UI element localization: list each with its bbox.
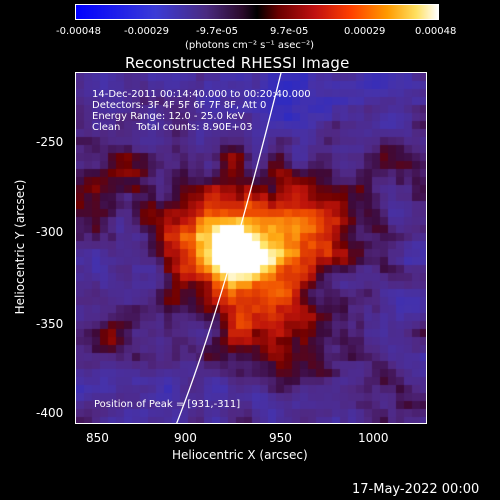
colorbar bbox=[75, 4, 439, 20]
heatmap-image bbox=[76, 73, 426, 423]
plot-title: Reconstructed RHESSI Image bbox=[125, 54, 350, 72]
y-tick-label: -400 bbox=[36, 406, 64, 420]
info-clean: Clean Total counts: 8.90E+03 bbox=[92, 122, 253, 133]
x-axis-label: Heliocentric X (arcsec) bbox=[172, 448, 308, 462]
colorbar-tick: -9.7e-05 bbox=[196, 26, 238, 37]
peak-position: Position of Peak = [931,-311] bbox=[94, 399, 241, 410]
info-time: 14-Dec-2011 00:14:40.000 to 00:20:40.000 bbox=[92, 89, 311, 100]
y-tick-label: -300 bbox=[36, 225, 64, 239]
colorbar-units: (photons cm⁻² s⁻¹ asec⁻²) bbox=[185, 40, 315, 51]
info-energy: Energy Range: 12.0 - 25.0 keV bbox=[92, 111, 245, 122]
x-tick-label: 950 bbox=[269, 431, 292, 445]
footer-date: 17-May-2022 00:00 bbox=[352, 482, 480, 497]
colorbar-tick: 0.00029 bbox=[344, 26, 386, 37]
y-tick-label: -250 bbox=[36, 135, 64, 149]
solar-limb-line bbox=[176, 73, 282, 423]
x-tick-label: 1000 bbox=[358, 431, 389, 445]
colorbar-tick: -0.00029 bbox=[124, 26, 169, 37]
colorbar-tick: 0.00048 bbox=[415, 26, 457, 37]
colorbar-tick: -0.00048 bbox=[56, 26, 101, 37]
x-tick-label: 900 bbox=[174, 431, 197, 445]
x-tick-label: 850 bbox=[86, 431, 109, 445]
y-axis-label: Heliocentric Y (arcsec) bbox=[13, 179, 27, 315]
limb-overlay bbox=[176, 73, 282, 423]
image-panel: 14-Dec-2011 00:14:40.000 to 00:20:40.000… bbox=[75, 72, 427, 424]
info-detectors: Detectors: 3F 4F 5F 6F 7F 8F, Att 0 bbox=[92, 100, 267, 111]
y-tick-label: -350 bbox=[36, 317, 64, 331]
colorbar-tick: 9.7e-05 bbox=[270, 26, 309, 37]
